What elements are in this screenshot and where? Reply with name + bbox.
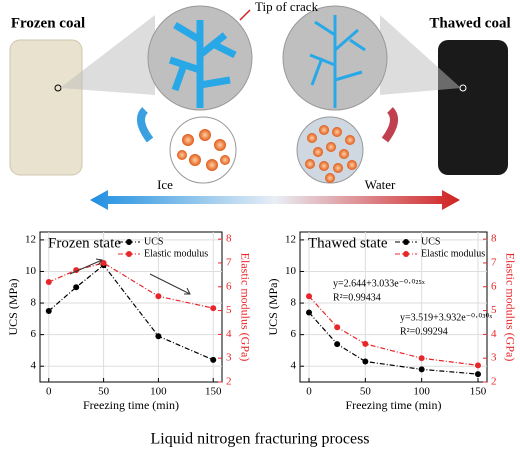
y2-tick-label: 4 [491,328,497,340]
point [362,358,369,365]
x-tick-label: 50 [98,386,110,398]
y-tick-label: 8 [291,297,297,309]
y-tick-label: 10 [285,265,297,277]
y-tick-label: 12 [285,233,296,245]
legend-label: UCS [144,236,163,247]
pointer [239,9,251,21]
point [418,355,425,362]
y-tick-label: 4 [31,360,37,372]
annotation: y=2.644+3.033e⁻⁰·⁰²⁵ˣ [333,278,425,289]
label: Tip of crack [255,0,319,14]
y-tick-label: 8 [31,297,37,309]
legend-label: Elastic modulus [421,248,485,259]
y2-tick-label: 6 [226,280,232,292]
point [155,293,162,300]
series-line [308,295,479,366]
series-line [48,262,214,309]
point [362,340,369,347]
y2-tick-label: 4 [226,328,232,340]
point [418,366,425,373]
x-tick-label: 100 [413,386,430,398]
thawed-coal [438,40,508,175]
series-line [308,312,479,375]
y2-tick-label: 5 [226,304,232,316]
point [306,293,313,300]
y-tick-label: 10 [25,265,37,277]
curved-arrow [137,107,154,143]
x-tick-label: 100 [150,386,167,398]
y-tick-label: 4 [291,360,297,372]
y2-axis-title: Elastic modulus (GPa) [238,253,252,362]
annotation: R²=0.99434 [333,292,381,303]
legend-marker [403,251,409,257]
annotation: Frozen state [48,235,121,251]
plot-area [39,231,223,383]
point [306,309,313,316]
point [210,305,217,312]
point [155,333,162,340]
crack [168,20,237,108]
legend-marker [403,239,409,245]
crack [309,15,366,108]
y2-tick-label: 7 [491,256,497,268]
y2-tick-label: 6 [491,280,497,292]
point [45,279,52,285]
frozen-coal [9,39,83,176]
legend-label: UCS [421,236,440,247]
x-tick-label: 150 [205,386,222,398]
x-tick-label: 150 [470,386,487,398]
curved-arrow [381,107,398,143]
y-tick-label: 6 [31,328,37,340]
label: Thawed coal [429,15,510,31]
legend-label: Elastic modulus [144,248,208,259]
zoom-cone [60,15,155,95]
y2-tick-label: 3 [491,352,497,364]
y2-axis-title: Elastic modulus (GPa) [503,253,517,362]
point [334,341,341,348]
point [210,356,217,363]
point [73,284,80,291]
y2-tick-label: 8 [491,233,497,245]
label: Frozen coal [11,15,85,31]
arrow [149,273,191,295]
point [334,324,341,331]
y2-tick-label: 3 [226,352,232,364]
y-axis-title: UCS (MPa) [266,278,280,335]
legend-marker [126,251,132,257]
y2-tick-label: 8 [226,233,232,245]
y2-tick-label: 5 [491,304,497,316]
label: Water [365,177,396,192]
x-axis-title: Freezing time (min) [346,398,442,412]
y2-tick-label: 2 [491,376,497,388]
arrow [69,258,103,275]
ice-circle [169,116,237,184]
x-tick-label: 0 [46,386,52,398]
point [45,307,52,314]
gradient-arrow [90,190,460,210]
y-tick-label: 6 [291,328,297,340]
plot-area [299,231,488,383]
y2-tick-label: 2 [226,376,232,388]
x-axis-title: Freezing time (min) [83,398,179,412]
caption: Liquid nitrogen fracturing process [150,431,369,448]
point [474,362,481,369]
x-tick-label: 0 [306,386,312,398]
y-axis-title: UCS (MPa) [6,278,20,335]
annotation: y=3.519+3.932e⁻⁰·⁰³⁰ˣ [400,312,492,323]
annotation: R²=0.99294 [400,326,448,337]
y-tick-label: 12 [25,233,36,245]
y2-tick-label: 7 [226,256,232,268]
zoom-cone [380,15,461,95]
annotation: Thawed state [308,235,388,251]
illustration: Frozen coal Thawed coal Tip of crack Ice… [9,0,511,448]
x-tick-label: 50 [360,386,372,398]
label: Ice [157,177,173,192]
point [100,259,107,266]
legend-marker [126,239,132,245]
point [474,371,481,378]
